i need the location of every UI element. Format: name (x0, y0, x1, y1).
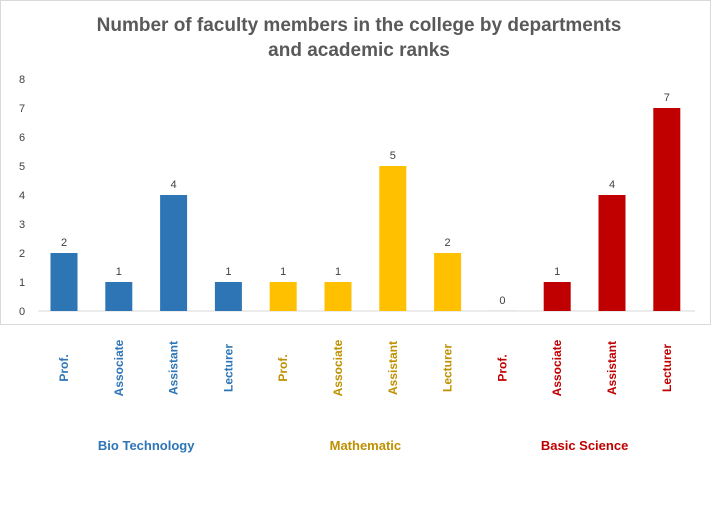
x-category-label: Assistant (167, 341, 181, 395)
y-tick-label: 6 (19, 132, 25, 144)
data-label: 2 (61, 237, 67, 249)
x-axis-labels: Prof. Associate Assistant Lecturer Prof. Asso… (57, 339, 674, 396)
x-category-label: Associate (550, 339, 564, 396)
data-label: 4 (171, 179, 177, 191)
y-tick-label: 2 (19, 248, 25, 260)
chart-frame (0, 0, 711, 325)
x-category-label: Lecturer (441, 344, 455, 392)
x-category-label: Prof. (57, 354, 71, 381)
data-label: 1 (116, 266, 122, 278)
chart-title-line-1: Number of faculty members in the college… (97, 15, 622, 36)
y-tick-label: 1 (19, 277, 25, 289)
y-tick-label: 8 (19, 74, 25, 86)
bar-prof-0 (50, 253, 78, 311)
x-category-label: Lecturer (221, 344, 235, 392)
bar-series: 2 1 4 1 1 1 5 2 0 1 4 7 (50, 92, 681, 311)
bar-associate-2 (543, 282, 571, 311)
y-tick-label: 0 (19, 306, 25, 318)
y-tick-label: 4 (19, 190, 25, 202)
data-label: 5 (390, 150, 396, 162)
data-label: 2 (445, 237, 451, 249)
x-category-label: Assistant (605, 341, 619, 395)
data-label: 4 (609, 179, 615, 191)
bar-associate-0 (105, 282, 133, 311)
data-label: 1 (554, 266, 560, 278)
group-label: Basic Science (541, 438, 628, 453)
bar-associate-1 (324, 282, 352, 311)
data-label: 0 (499, 295, 505, 307)
bar-assistant-0 (160, 195, 188, 311)
data-label: 7 (664, 92, 670, 104)
bar-lecturer-1 (434, 253, 462, 311)
data-label: 1 (225, 266, 231, 278)
x-category-label: Prof. (276, 354, 290, 381)
bar-assistant-2 (598, 195, 626, 311)
bar-prof-2 (488, 310, 516, 311)
group-label: Mathematic (330, 438, 402, 453)
bar-lecturer-0 (214, 282, 242, 311)
bar-assistant-1 (379, 166, 407, 311)
y-tick-label: 7 (19, 103, 25, 115)
group-label: Bio Technology (98, 438, 195, 453)
data-label: 1 (335, 266, 341, 278)
bar-prof-1 (269, 282, 297, 311)
y-axis: 0 1 2 3 4 5 6 7 8 (19, 74, 25, 318)
x-category-label: Prof. (495, 354, 509, 381)
y-tick-label: 5 (19, 161, 25, 173)
y-tick-label: 3 (19, 219, 25, 231)
bar-lecturer-2 (653, 108, 681, 311)
chart-title-line-2: and academic ranks (268, 40, 450, 61)
x-category-label: Associate (112, 339, 126, 396)
x-category-label: Assistant (386, 341, 400, 395)
x-category-label: Associate (331, 339, 345, 396)
x-category-label: Lecturer (660, 344, 674, 392)
group-labels: Bio Technology Mathematic Basic Science (98, 438, 628, 453)
data-label: 1 (280, 266, 286, 278)
